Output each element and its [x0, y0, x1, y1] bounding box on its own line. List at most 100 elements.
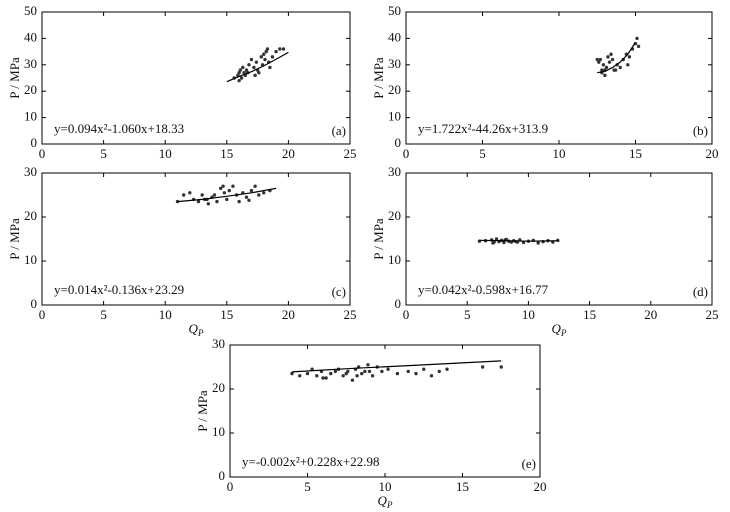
- panel-label: (c): [332, 284, 346, 299]
- y-tick-label: 50: [388, 3, 401, 18]
- y-tick-label: 30: [212, 336, 225, 351]
- data-point: [480, 365, 485, 369]
- x-tick-label: 20: [282, 307, 295, 322]
- x-tick-label: 0: [403, 307, 410, 322]
- y-axis-label: P / MPa: [371, 57, 386, 99]
- y-tick-label: 0: [31, 135, 38, 150]
- data-point: [344, 371, 348, 376]
- data-point: [252, 65, 256, 70]
- equation: y=-0.002x²+0.228x+22.98: [242, 454, 379, 469]
- data-point: [262, 52, 266, 56]
- y-tick-label: 40: [388, 29, 401, 44]
- x-label-sub: P: [386, 500, 393, 510]
- data-point: [603, 73, 607, 78]
- y-tick-label: 10: [24, 109, 37, 124]
- equation: y=0.042x²-0.598x+16.77: [418, 282, 549, 297]
- data-point: [215, 199, 219, 204]
- data-point: [290, 371, 294, 376]
- data-point: [264, 49, 268, 54]
- x-tick-label: 20: [644, 307, 657, 322]
- data-point: [350, 378, 355, 382]
- data-point: [227, 188, 231, 193]
- x-tick-label: 10: [159, 146, 172, 161]
- data-point: [196, 199, 201, 204]
- panel-label: (d): [693, 284, 708, 299]
- panel-label: (b): [693, 123, 708, 138]
- fit-line: [226, 51, 289, 83]
- data-point: [597, 60, 601, 64]
- data-point: [274, 49, 278, 54]
- data-point: [406, 369, 410, 374]
- x-label-main: Q: [189, 321, 199, 336]
- data-point: [257, 193, 261, 197]
- data-point: [315, 374, 319, 378]
- data-point: [355, 374, 359, 378]
- data-point: [491, 241, 495, 245]
- x-axis-label: QP: [378, 493, 393, 510]
- data-point: [329, 371, 333, 376]
- data-point: [367, 369, 372, 374]
- y-axis-label: P / MPa: [195, 390, 210, 432]
- data-point: [262, 191, 266, 195]
- data-point: [494, 237, 499, 241]
- axes-box: [41, 11, 351, 145]
- axes-box: [41, 172, 351, 306]
- equation: y=0.094x²-1.060x+18.33: [54, 121, 184, 136]
- x-tick-label: 25: [706, 307, 719, 322]
- y-tick-label: 0: [395, 296, 402, 311]
- data-point: [200, 193, 204, 197]
- x-label-sub: P: [197, 328, 204, 338]
- x-tick-label: 10: [522, 307, 535, 322]
- y-tick-label: 0: [219, 468, 226, 483]
- x-tick-label: 0: [227, 479, 234, 494]
- data-point: [249, 188, 254, 193]
- x-tick-label: 0: [39, 307, 46, 322]
- y-tick-label: 10: [24, 252, 37, 267]
- y-tick-label: 0: [395, 135, 402, 150]
- data-point: [212, 193, 217, 197]
- fit-line: [177, 187, 277, 203]
- data-point: [218, 186, 223, 191]
- x-tick-label: 0: [39, 146, 46, 161]
- data-point: [298, 374, 302, 378]
- data-point: [414, 371, 418, 376]
- data-point: [237, 71, 241, 75]
- x-label-main: Q: [378, 493, 388, 508]
- panel-label: (a): [332, 123, 346, 138]
- equation: y=1.722x²-44.26x+313.9: [418, 121, 548, 136]
- y-tick-label: 30: [24, 164, 37, 179]
- panel-label: (e): [522, 456, 536, 471]
- data-point: [247, 198, 251, 202]
- data-point: [181, 193, 186, 197]
- x-tick-label: 10: [553, 146, 566, 161]
- data-point: [370, 374, 375, 378]
- data-point: [600, 68, 604, 72]
- x-axis-label: QP: [189, 321, 204, 338]
- fit-line: [291, 360, 502, 373]
- x-tick-label: 10: [379, 479, 392, 494]
- data-point: [206, 202, 211, 206]
- data-point: [239, 76, 244, 80]
- fit-line: [597, 42, 637, 74]
- data-point: [241, 65, 245, 70]
- data-point: [422, 367, 426, 371]
- data-point: [324, 376, 328, 380]
- data-point: [607, 60, 612, 64]
- data-point: [231, 184, 235, 188]
- data-point: [366, 363, 370, 367]
- data-point: [635, 36, 639, 41]
- data-point: [341, 374, 345, 378]
- data-point: [360, 371, 364, 376]
- data-point: [613, 68, 618, 72]
- y-tick-label: 30: [388, 164, 401, 179]
- x-tick-label: 15: [220, 307, 233, 322]
- data-point: [247, 63, 251, 67]
- data-point: [636, 44, 641, 49]
- data-point: [244, 195, 249, 199]
- x-tick-label: 5: [479, 146, 486, 161]
- y-axis-label: P / MPa: [7, 57, 22, 99]
- data-point: [395, 371, 400, 376]
- data-point: [263, 57, 267, 62]
- y-tick-label: 10: [388, 109, 401, 124]
